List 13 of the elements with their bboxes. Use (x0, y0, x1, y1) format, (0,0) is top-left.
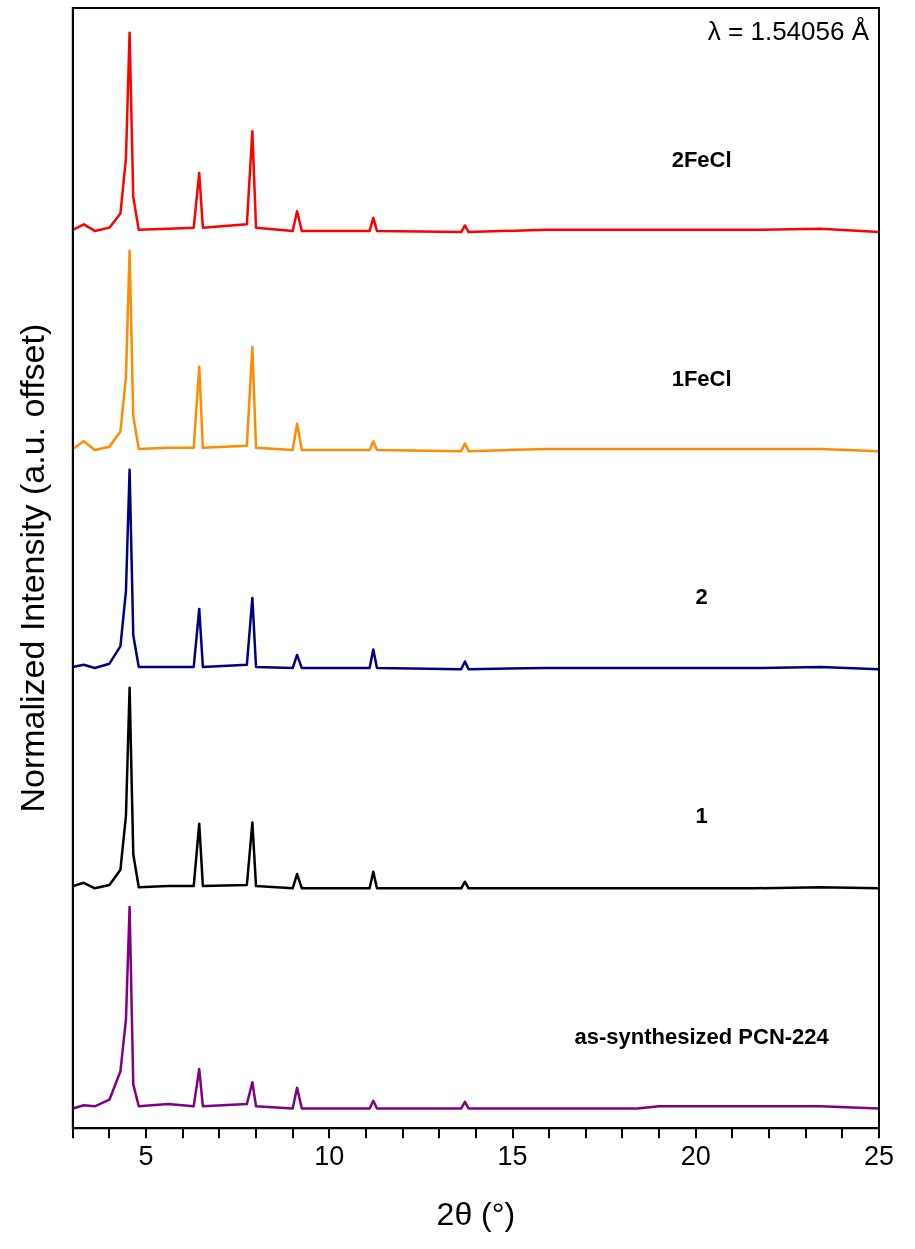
x-tick-label: 15 (497, 1140, 528, 1171)
annotation: λ = 1.54056 Å (707, 16, 870, 47)
x-tick-label: 20 (680, 1140, 711, 1171)
text: 2 (695, 584, 708, 610)
text: 1FeCl (671, 366, 732, 392)
text: as-synthesized PCN-224 (574, 1023, 830, 1049)
y-axis-title: Normalized Intensity (a.u. offset) (12, 323, 51, 813)
x-axis-title: 2θ (°) (436, 1195, 516, 1232)
text: 2FeCl (671, 147, 732, 173)
x-tick-label: 25 (863, 1140, 895, 1171)
x-tick-label: 10 (314, 1140, 345, 1171)
text: 1 (695, 803, 708, 829)
x-tick-label: 5 (138, 1140, 154, 1171)
